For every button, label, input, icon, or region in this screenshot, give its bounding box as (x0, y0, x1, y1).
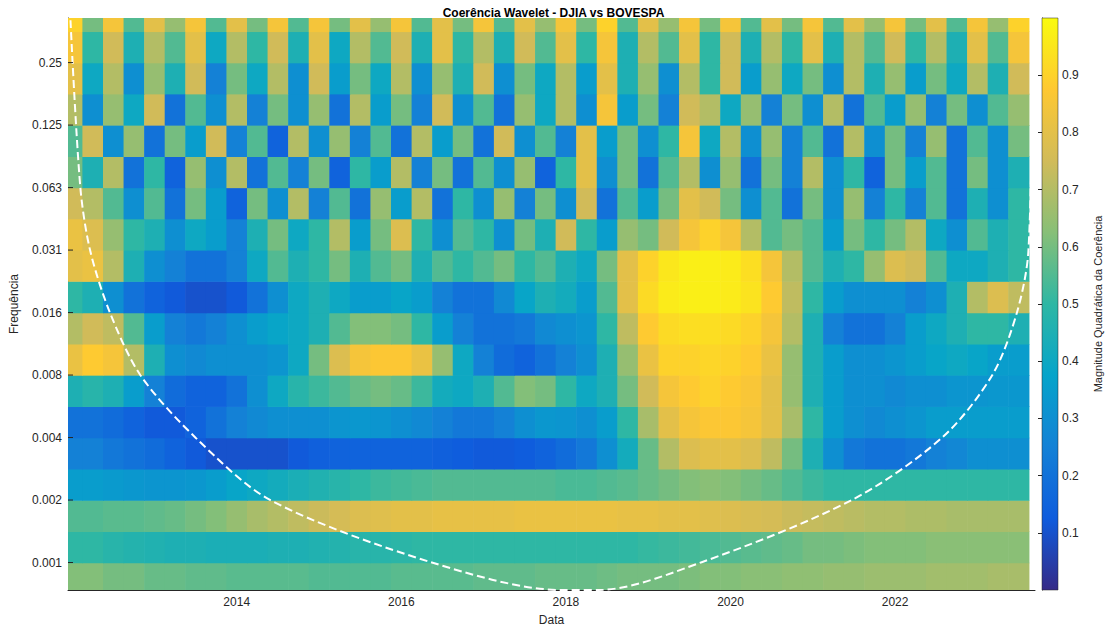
svg-text:2020: 2020 (717, 595, 744, 609)
svg-text:0.004: 0.004 (32, 431, 62, 445)
svg-text:0.2: 0.2 (1062, 469, 1079, 483)
svg-text:0.008: 0.008 (32, 368, 62, 382)
svg-text:0.1: 0.1 (1062, 526, 1079, 540)
svg-text:2022: 2022 (882, 595, 909, 609)
svg-text:0.4: 0.4 (1062, 354, 1079, 368)
svg-text:0.5: 0.5 (1062, 297, 1079, 311)
svg-text:Magnitude Quadrática da Coerên: Magnitude Quadrática da Coerência (1092, 215, 1104, 393)
svg-text:0.016: 0.016 (32, 306, 62, 320)
svg-text:Coerência Wavelet - DJIA vs BO: Coerência Wavelet - DJIA vs BOVESPA (443, 6, 665, 20)
svg-text:0.6: 0.6 (1062, 240, 1079, 254)
svg-text:0.031: 0.031 (32, 243, 62, 257)
svg-text:0.001: 0.001 (32, 556, 62, 570)
svg-text:Frequência: Frequência (7, 274, 21, 334)
svg-text:0.125: 0.125 (32, 118, 62, 132)
svg-text:0.063: 0.063 (32, 181, 62, 195)
svg-text:0.002: 0.002 (32, 493, 62, 507)
svg-text:0.9: 0.9 (1062, 68, 1079, 82)
svg-text:0.3: 0.3 (1062, 411, 1079, 425)
svg-text:2016: 2016 (388, 595, 415, 609)
svg-text:0.7: 0.7 (1062, 183, 1079, 197)
svg-text:2018: 2018 (553, 595, 580, 609)
svg-text:0.25: 0.25 (39, 56, 63, 70)
svg-text:2014: 2014 (223, 595, 250, 609)
svg-text:Data: Data (539, 613, 565, 627)
svg-text:0.8: 0.8 (1062, 125, 1079, 139)
